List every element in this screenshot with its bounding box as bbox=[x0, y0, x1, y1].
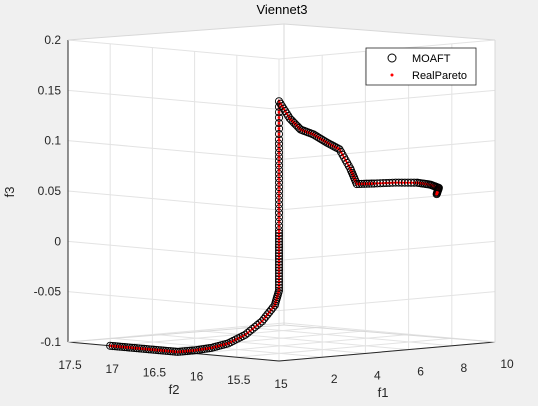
moaft-point bbox=[274, 124, 284, 133]
y-tick-label: 16 bbox=[190, 369, 204, 383]
legend-box bbox=[365, 47, 477, 86]
realpareto-point bbox=[277, 116, 281, 120]
x-tick-label: 6 bbox=[417, 365, 424, 379]
moaft-point bbox=[250, 322, 259, 332]
y-tick-label: 17.5 bbox=[58, 358, 82, 372]
realpareto-point bbox=[276, 291, 280, 295]
moaft-point bbox=[243, 328, 252, 337]
z-tick-label: 0 bbox=[54, 234, 61, 248]
x-tick-label: 2 bbox=[331, 372, 338, 386]
moaft-point bbox=[274, 135, 284, 144]
moaft-point bbox=[246, 326, 255, 335]
tick-labels: 0.2 0.15 0.1 0.05 0 -0.05 -0.1 17.5 17 16.5 16 15.5… bbox=[34, 33, 514, 391]
z-tick-label: -0.05 bbox=[34, 285, 62, 299]
moaft-point bbox=[284, 111, 293, 121]
x-tick-label: 4 bbox=[374, 368, 381, 382]
realpareto-point bbox=[435, 192, 439, 196]
back-wall-left bbox=[68, 24, 284, 342]
y-tick-label: 16.5 bbox=[143, 366, 167, 380]
moaft-point bbox=[274, 130, 284, 139]
moaft-point bbox=[241, 330, 250, 339]
moaft-point bbox=[274, 119, 284, 128]
y-tick-label: 17 bbox=[106, 362, 120, 376]
legend-realpareto-marker bbox=[390, 73, 394, 77]
z-tick-label: 0.05 bbox=[38, 184, 62, 198]
moaft-points bbox=[106, 97, 443, 356]
moaft-point bbox=[255, 319, 264, 328]
moaft-point bbox=[268, 303, 278, 312]
z-tick-label: 0.15 bbox=[38, 83, 62, 97]
x-axis-label: f1 bbox=[378, 385, 389, 400]
realpareto-point bbox=[277, 127, 281, 130]
y-tick-label: 15 bbox=[274, 377, 288, 391]
z-tick-label: 0.1 bbox=[44, 134, 61, 148]
chart-title: Viennet3 bbox=[256, 2, 307, 17]
moaft-point bbox=[253, 321, 262, 330]
legend-moaft-marker bbox=[387, 53, 397, 63]
x-tick-label: 8 bbox=[460, 361, 467, 375]
realpareto-point bbox=[277, 132, 281, 136]
moaft-point bbox=[248, 324, 257, 334]
realpareto-point bbox=[277, 110, 281, 114]
realpareto-point bbox=[277, 138, 281, 141]
y-axis-label: f2 bbox=[169, 382, 180, 397]
moaft-point bbox=[274, 113, 284, 122]
legend-moaft-label: MOAFT bbox=[412, 53, 451, 65]
z-tick-label: 0.2 bbox=[44, 33, 61, 47]
z-axis-label: f3 bbox=[2, 187, 17, 198]
realpareto-point bbox=[277, 121, 281, 125]
moaft-point bbox=[432, 190, 441, 199]
legend-realpareto-label: RealPareto bbox=[412, 70, 467, 82]
axes-box bbox=[67, 23, 496, 362]
legend: MOAFT RealPareto bbox=[365, 47, 477, 86]
z-tick-label: -0.1 bbox=[40, 335, 61, 349]
y-tick-label: 15.5 bbox=[227, 373, 251, 387]
x-tick-label: 10 bbox=[500, 357, 514, 371]
